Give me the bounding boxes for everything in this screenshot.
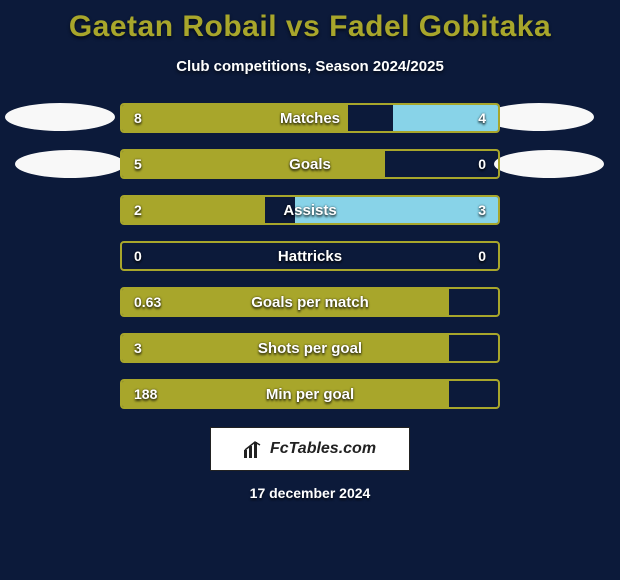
badge-text: FcTables.com	[270, 440, 376, 458]
team-logo-placeholder	[484, 103, 594, 131]
subtitle: Club competitions, Season 2024/2025	[0, 58, 620, 75]
stat-row: 3Shots per goal	[120, 333, 500, 363]
stat-row: 0.63Goals per match	[120, 287, 500, 317]
stat-row: 50Goals	[120, 149, 500, 179]
player-a-name: Gaetan Robail	[69, 10, 277, 43]
team-logo-placeholder	[5, 103, 115, 131]
stat-row: 188Min per goal	[120, 379, 500, 409]
stat-label: Min per goal	[122, 381, 498, 407]
stat-label: Hattricks	[122, 243, 498, 269]
page-title: Gaetan Robail vs Fadel Gobitaka	[0, 0, 620, 44]
stat-row: 00Hattricks	[120, 241, 500, 271]
vs-separator: vs	[286, 10, 320, 43]
comparison-container: 84Matches 50Goals 23Assists 00Hattricks 0.63…	[0, 103, 620, 409]
fctables-badge[interactable]: FcTables.com	[210, 427, 410, 471]
stat-rows: 84Matches 50Goals 23Assists 00Hattricks 0.63…	[120, 103, 500, 409]
stat-label: Assists	[122, 197, 498, 223]
stat-label: Matches	[122, 105, 498, 131]
team-logo-placeholder	[494, 150, 604, 178]
player-b-name: Fadel Gobitaka	[329, 10, 551, 43]
team-logo-placeholder	[15, 150, 125, 178]
stat-label: Goals per match	[122, 289, 498, 315]
stat-row: 84Matches	[120, 103, 500, 133]
date-text: 17 december 2024	[0, 485, 620, 501]
stat-label: Goals	[122, 151, 498, 177]
stat-row: 23Assists	[120, 195, 500, 225]
chart-icon	[244, 440, 264, 458]
stat-label: Shots per goal	[122, 335, 498, 361]
